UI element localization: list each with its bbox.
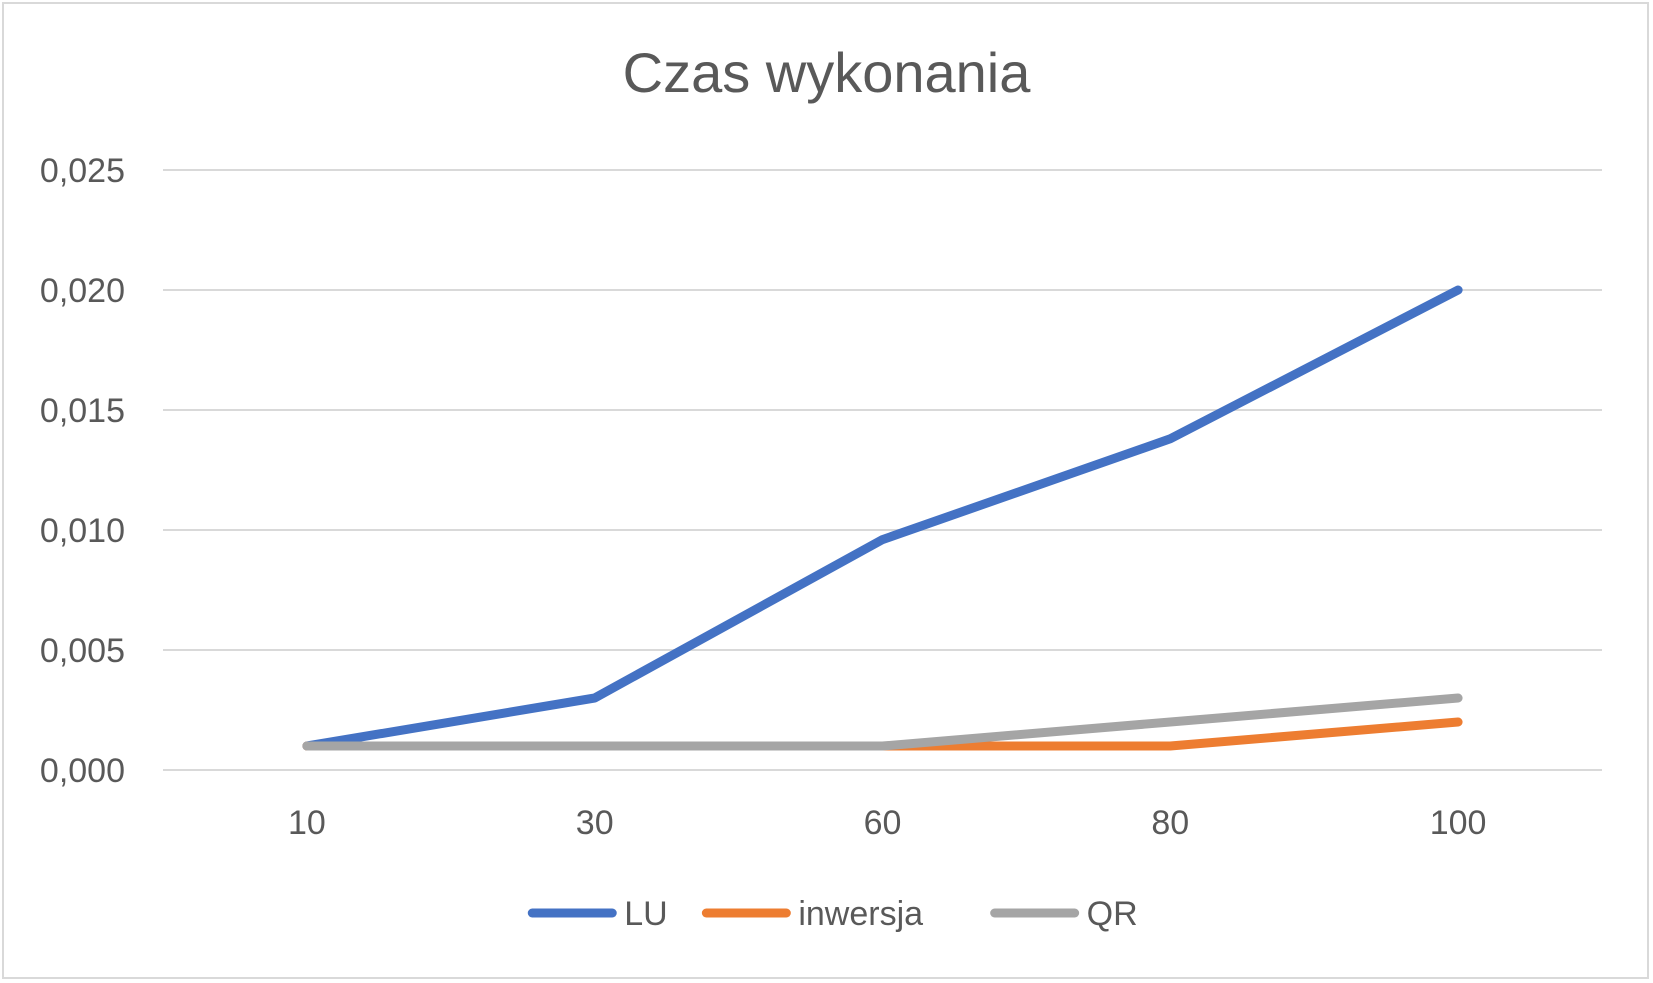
x-tick-label: 100 — [1430, 804, 1487, 842]
legend-item: QR — [990, 895, 1138, 933]
x-tick-label: 10 — [288, 804, 326, 842]
y-tick-label: 0,020 — [40, 272, 125, 310]
legend-label: inwersja — [798, 895, 923, 933]
legend-item: LU — [527, 895, 668, 933]
y-tick-label: 0,015 — [40, 392, 125, 430]
gridlines — [163, 169, 1602, 771]
legend-label: LU — [624, 895, 667, 933]
x-tick-label: 60 — [864, 804, 902, 842]
legend-item: inwersja — [701, 895, 923, 933]
series-line-lu — [302, 285, 1463, 751]
y-axis-ticks: 0,000 0,005 0,010 0,015 0,020 0,025 — [40, 152, 125, 790]
series-line-qr — [302, 693, 1463, 751]
series-lines — [302, 285, 1463, 751]
y-tick-label: 0,005 — [40, 632, 125, 670]
y-tick-label: 0,010 — [40, 512, 125, 550]
legend: LU inwersja QR — [527, 895, 1138, 933]
x-tick-label: 30 — [576, 804, 614, 842]
legend-label: QR — [1087, 895, 1138, 933]
y-tick-label: 0,000 — [40, 752, 125, 790]
x-tick-label: 80 — [1151, 804, 1189, 842]
chart-title: Czas wykonania — [622, 41, 1031, 104]
x-axis-ticks: 10 30 60 80 100 — [288, 804, 1486, 842]
y-tick-label: 0,025 — [40, 152, 125, 190]
